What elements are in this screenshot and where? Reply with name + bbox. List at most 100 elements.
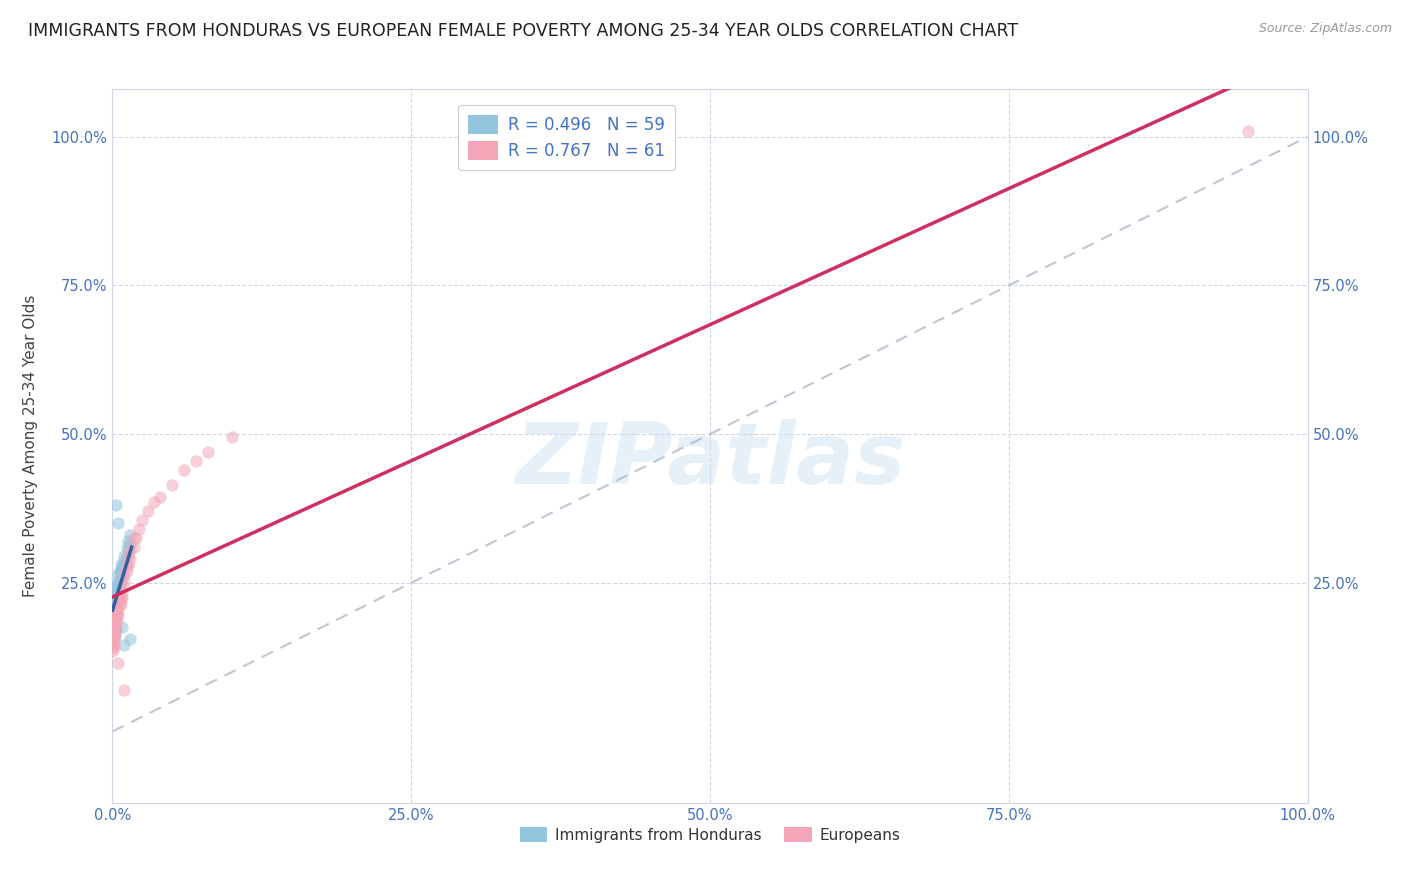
- Point: [101, 644, 124, 658]
- Point: [101, 597, 124, 611]
- Point: [101, 615, 124, 629]
- Point: [186, 454, 208, 468]
- Point: [103, 615, 125, 629]
- Point: [105, 624, 128, 638]
- Point: [107, 656, 129, 670]
- Point: [103, 608, 125, 623]
- Point: [104, 626, 127, 640]
- Point: [103, 641, 125, 656]
- Point: [107, 584, 129, 599]
- Point: [173, 463, 195, 477]
- Point: [111, 620, 134, 634]
- Point: [101, 626, 124, 640]
- Point: [101, 629, 124, 643]
- Point: [117, 543, 139, 558]
- Point: [103, 632, 125, 647]
- Point: [108, 597, 131, 611]
- Point: [103, 606, 125, 620]
- Point: [104, 606, 127, 620]
- Point: [104, 608, 127, 623]
- Point: [105, 615, 128, 629]
- Point: [101, 635, 124, 649]
- Point: [101, 599, 124, 614]
- Point: [111, 584, 134, 599]
- Point: [105, 582, 128, 596]
- Point: [104, 591, 127, 605]
- Point: [105, 606, 128, 620]
- Point: [107, 602, 129, 616]
- Point: [125, 531, 148, 545]
- Text: ZIPatlas: ZIPatlas: [515, 418, 905, 502]
- Point: [110, 573, 132, 587]
- Point: [104, 629, 127, 643]
- Point: [114, 682, 135, 697]
- Point: [114, 558, 135, 572]
- Point: [138, 504, 160, 518]
- Point: [120, 528, 142, 542]
- Point: [103, 620, 125, 634]
- Point: [105, 615, 128, 629]
- Point: [103, 629, 125, 643]
- Point: [101, 626, 124, 640]
- Point: [110, 591, 132, 605]
- Point: [103, 599, 125, 614]
- Point: [107, 593, 129, 607]
- Point: [108, 564, 131, 578]
- Point: [101, 638, 124, 652]
- Point: [104, 602, 127, 616]
- Point: [101, 608, 124, 623]
- Point: [105, 620, 128, 634]
- Point: [120, 632, 142, 647]
- Point: [101, 608, 124, 623]
- Point: [107, 575, 129, 590]
- Point: [105, 593, 128, 607]
- Point: [162, 477, 183, 491]
- Point: [143, 495, 166, 509]
- Point: [115, 558, 138, 572]
- Point: [104, 620, 127, 634]
- Point: [101, 615, 124, 629]
- Point: [131, 513, 153, 527]
- Point: [105, 575, 128, 590]
- Point: [112, 561, 135, 575]
- Point: [115, 549, 138, 563]
- Point: [101, 602, 124, 616]
- Point: [197, 445, 219, 459]
- Point: [103, 608, 125, 623]
- Point: [115, 540, 138, 554]
- Point: [103, 591, 125, 605]
- Text: Source: ZipAtlas.com: Source: ZipAtlas.com: [1258, 22, 1392, 36]
- Point: [101, 624, 124, 638]
- Point: [105, 608, 128, 623]
- Point: [111, 591, 134, 605]
- Point: [122, 540, 145, 554]
- Point: [108, 570, 131, 584]
- Point: [103, 632, 125, 647]
- Point: [110, 564, 132, 578]
- Point: [1237, 124, 1260, 138]
- Point: [117, 558, 139, 572]
- Point: [128, 522, 150, 536]
- Point: [105, 597, 128, 611]
- Point: [122, 531, 145, 545]
- Point: [114, 549, 135, 563]
- Point: [107, 608, 129, 623]
- Point: [101, 632, 124, 647]
- Point: [101, 606, 124, 620]
- Point: [108, 588, 131, 602]
- Point: [117, 549, 139, 563]
- Point: [104, 597, 127, 611]
- Point: [120, 543, 142, 558]
- Point: [103, 597, 125, 611]
- Point: [105, 593, 128, 607]
- Point: [111, 566, 134, 581]
- Point: [104, 611, 127, 625]
- Point: [105, 591, 128, 605]
- Point: [112, 555, 135, 569]
- Point: [111, 561, 134, 575]
- Point: [114, 638, 135, 652]
- Point: [107, 566, 129, 581]
- Point: [221, 430, 243, 444]
- Point: [103, 593, 125, 607]
- Point: [110, 558, 132, 572]
